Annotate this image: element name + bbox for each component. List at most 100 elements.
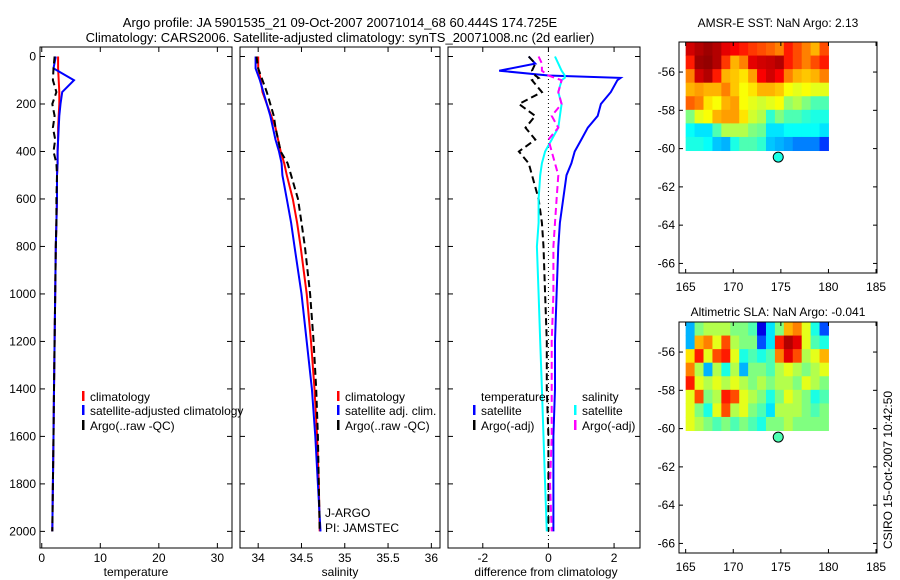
- heatmap-cell: [765, 349, 776, 364]
- heatmap-cell: [721, 362, 731, 377]
- heatmap-cell: [694, 322, 705, 337]
- heatmap-cell: [810, 376, 821, 391]
- heatmap-cell: [810, 42, 821, 57]
- heatmap-cell: [748, 69, 758, 84]
- heatmap-cell: [721, 376, 731, 391]
- lat-tick-label: -64: [658, 498, 676, 512]
- heatmap-cell: [694, 389, 705, 404]
- x-tick-label: 0: [38, 551, 45, 565]
- heatmap-cell: [783, 335, 794, 350]
- sst-map-title: AMSR-E SST: NaN Argo: 2.13: [698, 16, 859, 30]
- x-tick-label: 2: [611, 551, 618, 565]
- heatmap-cell: [819, 389, 829, 404]
- heatmap-cell: [739, 335, 749, 350]
- axes-frame: [239, 46, 441, 549]
- heatmap-cell: [721, 403, 731, 418]
- difference-panel: -2 0 2: [447, 46, 641, 565]
- heatmap-cell: [810, 123, 821, 138]
- heatmap-cell: [810, 136, 821, 152]
- x-tick-label: -2: [477, 551, 488, 565]
- lon-tick-label: 175: [771, 280, 791, 294]
- heatmap-cell: [739, 322, 749, 337]
- heatmap-cell: [730, 349, 740, 364]
- legend-label: climatology: [90, 390, 150, 404]
- heatmap-cell: [774, 322, 785, 337]
- heatmap-cell: [819, 109, 829, 124]
- heatmap-cell: [730, 403, 740, 418]
- y-tick-label: 800: [16, 239, 36, 253]
- difference-legend: temperature satellite Argo(-adj) salinit…: [473, 390, 635, 433]
- heatmap-cell: [810, 349, 821, 364]
- lon-tick-label: 180: [818, 560, 838, 574]
- heatmap-cell: [801, 109, 812, 124]
- heatmap-cell: [694, 123, 705, 138]
- heatmap-cell: [694, 42, 705, 57]
- heatmap-cell: [757, 82, 767, 97]
- heatmap-cell: [801, 376, 812, 391]
- heatmap-cell: [685, 109, 696, 124]
- heatmap-cell: [765, 403, 776, 418]
- heatmap-cell: [792, 96, 803, 111]
- heatmap-cell: [685, 403, 696, 418]
- series-line-argo-raw-qc-: [255, 56, 321, 532]
- heatmap-cell: [739, 349, 749, 364]
- heatmap-cell: [783, 82, 794, 97]
- heatmap-cell: [757, 403, 767, 418]
- heatmap-cell: [721, 123, 731, 138]
- axes-frame: [39, 46, 233, 549]
- lat-tick-label: -56: [658, 65, 676, 79]
- heatmap-cell: [757, 349, 767, 364]
- heatmap-cell: [783, 55, 794, 70]
- heatmap-cell: [730, 82, 740, 97]
- lon-tick-label: 165: [676, 280, 696, 294]
- heatmap-cell: [810, 322, 821, 337]
- heatmap-cell: [739, 96, 749, 111]
- heatmap-cell: [801, 322, 812, 337]
- heatmap-cell: [739, 55, 749, 70]
- legend-swatch-sal-satellite: [574, 405, 577, 415]
- heatmap-cell: [730, 322, 740, 337]
- heatmap-cell: [748, 335, 758, 350]
- heatmap-cell: [757, 389, 767, 404]
- heatmap-cell: [730, 362, 740, 377]
- heatmap-cell: [739, 376, 749, 391]
- heatmap-cell: [792, 55, 803, 70]
- heatmap-cell: [685, 123, 696, 138]
- y-tick-label: 1800: [9, 477, 36, 491]
- heatmap-cell: [712, 389, 722, 404]
- heatmap-cell: [774, 376, 785, 391]
- heatmap-cell: [757, 55, 767, 70]
- heatmap-cell: [819, 42, 829, 57]
- heatmap-cell: [739, 362, 749, 377]
- heatmap-cell: [819, 335, 829, 350]
- heatmap-cell: [703, 96, 713, 111]
- heatmap-cell: [721, 55, 731, 70]
- heatmap-cell: [783, 109, 794, 124]
- heatmap-cell: [792, 376, 803, 391]
- heatmap-cell: [810, 55, 821, 70]
- heatmap-cell: [801, 55, 812, 70]
- series-line-argo-adj-: [517, 55, 550, 532]
- heatmap-cell: [757, 123, 767, 138]
- heatmap-cell: [703, 376, 713, 391]
- heatmap-cell: [712, 55, 722, 70]
- heatmap-cell: [819, 69, 829, 84]
- heatmap-cell: [721, 96, 731, 111]
- heatmap-cell: [757, 109, 767, 124]
- heatmap-cell: [783, 123, 794, 138]
- heatmap-cell: [757, 96, 767, 111]
- heatmap-cell: [792, 69, 803, 84]
- heatmap-cell: [792, 349, 803, 364]
- heatmap-cell: [685, 389, 696, 404]
- temperature-panel: 0 10 20 30 0 200 400 600 800 1000 1200 1400 1600 1800…: [9, 46, 233, 565]
- y-tick-label: 2000: [9, 524, 36, 538]
- heatmap-cell: [757, 69, 767, 84]
- y-tick-label: 600: [16, 192, 36, 206]
- heatmap-cell: [685, 362, 696, 377]
- float-program-annotation: J-ARGO: [325, 506, 370, 520]
- lat-tick-label: -58: [658, 103, 676, 117]
- heatmap-cell: [730, 389, 740, 404]
- heatmap-cell: [730, 55, 740, 70]
- lat-tick-label: -64: [658, 218, 676, 232]
- lon-tick-label: 185: [866, 560, 886, 574]
